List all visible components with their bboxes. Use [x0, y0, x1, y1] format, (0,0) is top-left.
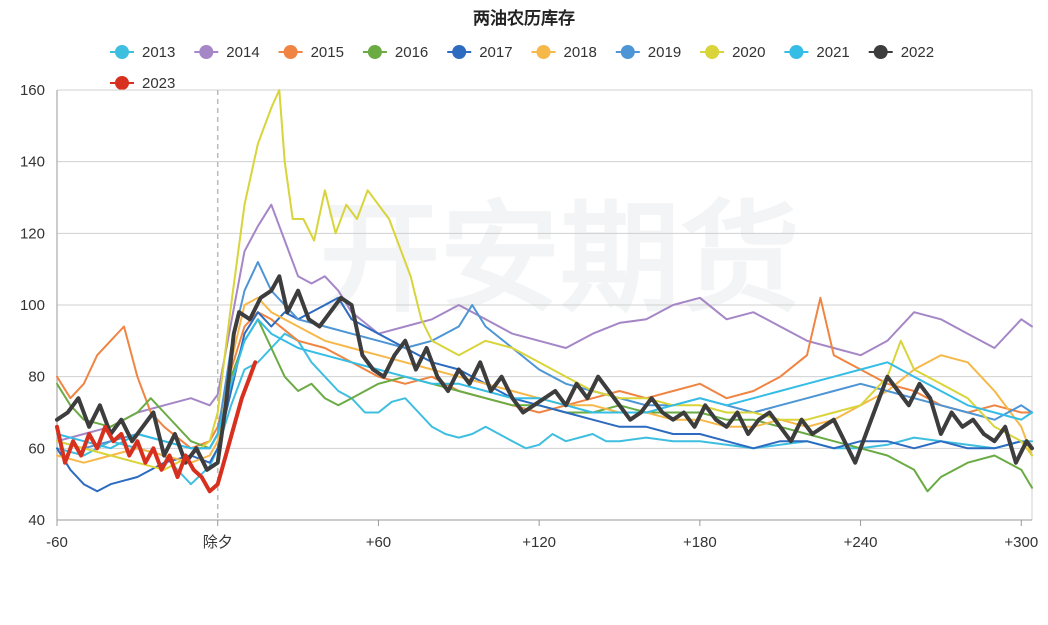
- legend-marker: [873, 45, 888, 59]
- legend-label: 2017: [479, 44, 512, 61]
- legend-marker: [452, 45, 467, 59]
- legend-item-2019[interactable]: 2019: [615, 44, 681, 61]
- series-line-2023: [55, 360, 258, 494]
- legend-label: 2019: [648, 44, 681, 61]
- y-tick-label: 100: [20, 297, 45, 314]
- legend-label: 2021: [816, 44, 849, 61]
- legend-marker: [115, 45, 129, 59]
- series-line-2022: [55, 274, 1034, 472]
- axes: 40 60 80 100 120 140 160 -60 除夕 +60 +120 +180 +240 +3…: [20, 82, 1038, 551]
- series-line-2018: [56, 296, 1033, 464]
- y-tick-label: 80: [28, 369, 45, 386]
- x-tick-label: +60: [366, 534, 391, 551]
- y-tick-label: 40: [28, 512, 45, 529]
- legend-item-2014[interactable]: 2014: [194, 44, 260, 61]
- x-tick-label: -60: [46, 534, 68, 551]
- legend-label: 2013: [142, 44, 175, 61]
- legend-item-2015[interactable]: 2015: [278, 44, 344, 61]
- series-line-2020: [56, 89, 1033, 471]
- legend-marker: [536, 45, 551, 59]
- legend-label: 2016: [395, 44, 428, 61]
- legend-label: 2022: [901, 44, 934, 61]
- legend-item-2017[interactable]: 2017: [447, 44, 513, 61]
- x-tick-label: +240: [844, 534, 878, 551]
- legend-label: 2015: [311, 44, 344, 61]
- legend-marker: [620, 45, 635, 59]
- y-tick-label: 120: [20, 225, 45, 242]
- legend-marker: [789, 45, 804, 59]
- legend-marker: [705, 45, 720, 59]
- x-tick-label: +120: [522, 534, 556, 551]
- legend-label: 2023: [142, 75, 175, 92]
- legend: 2013 2014 2015 2016 2017 2018 2019 2020 2021 2022…: [110, 44, 934, 92]
- legend-item-2020[interactable]: 2020: [700, 44, 765, 61]
- series-layer: [55, 89, 1034, 494]
- legend-marker: [115, 76, 129, 90]
- y-tick-label: 60: [28, 440, 45, 457]
- legend-label: 2018: [564, 44, 597, 61]
- watermark: 开安期货: [320, 192, 800, 326]
- legend-item-2016[interactable]: 2016: [362, 44, 428, 61]
- y-tick-label: 160: [20, 82, 45, 99]
- y-tick-label: 140: [20, 154, 45, 171]
- x-tick-label: +180: [683, 534, 717, 551]
- legend-label: 2014: [226, 44, 259, 61]
- x-tick-label: +300: [1004, 534, 1038, 551]
- legend-marker: [367, 45, 382, 59]
- x-tick-label: 除夕: [203, 534, 233, 551]
- legend-item-2013[interactable]: 2013: [110, 44, 175, 61]
- legend-item-2018[interactable]: 2018: [531, 44, 597, 61]
- legend-marker: [283, 45, 298, 59]
- legend-item-2022[interactable]: 2022: [868, 44, 934, 61]
- legend-label: 2020: [732, 44, 765, 61]
- legend-marker: [199, 45, 214, 59]
- legend-item-2021[interactable]: 2021: [784, 44, 850, 61]
- chart-title: 两油农历库存: [473, 8, 575, 28]
- legend-item-2023[interactable]: 2023: [110, 75, 175, 92]
